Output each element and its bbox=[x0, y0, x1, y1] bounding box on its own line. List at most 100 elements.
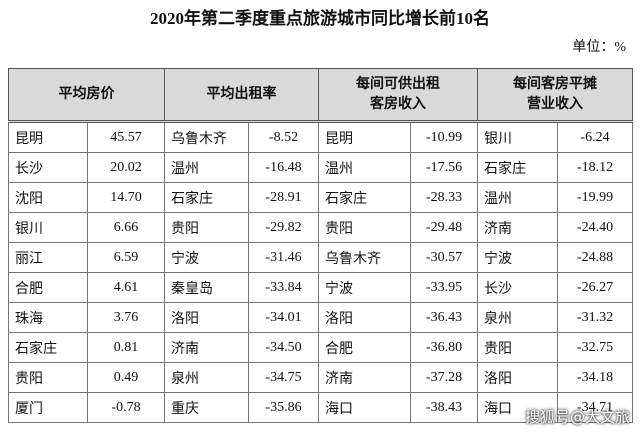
city-cell: 珠海 bbox=[8, 302, 88, 333]
value-cell: -34.50 bbox=[248, 332, 319, 363]
value-cell: -34.75 bbox=[248, 362, 319, 393]
value-cell: -34.18 bbox=[557, 362, 633, 393]
value-cell: -0.78 bbox=[87, 392, 165, 423]
header-row: 平均房价 平均出租率 每间可供出租 客房收入 每间客房平摊 营业收入 bbox=[8, 68, 633, 123]
value-cell: -29.48 bbox=[410, 212, 478, 243]
value-cell: -6.24 bbox=[557, 121, 633, 153]
value-cell: -31.46 bbox=[248, 242, 319, 273]
city-cell: 洛阳 bbox=[477, 362, 558, 393]
unit-label: 单位：% bbox=[572, 40, 626, 55]
table-row: 银川 6.66 贵阳 -29.82 贵阳 -29.48 济南 -24.40 bbox=[8, 212, 633, 243]
city-cell: 石家庄 bbox=[8, 332, 88, 363]
value-cell: -24.40 bbox=[557, 212, 633, 243]
city-cell: 海口 bbox=[477, 392, 558, 423]
header-line: 每间客房平摊 bbox=[513, 76, 597, 92]
value-cell: 6.59 bbox=[87, 242, 165, 273]
watermark: 搜狐号@大文旅 bbox=[524, 408, 630, 426]
header-line: 每间可供出租 bbox=[356, 76, 440, 92]
city-cell: 济南 bbox=[318, 362, 411, 393]
value-cell: -31.32 bbox=[557, 302, 633, 333]
city-cell: 乌鲁木齐 bbox=[318, 242, 411, 273]
table-row: 厦门 -0.78 重庆 -35.86 海口 -38.43 海口 -34.71 bbox=[8, 392, 633, 423]
city-cell: 洛阳 bbox=[318, 302, 411, 333]
city-cell: 贵阳 bbox=[318, 212, 411, 243]
city-cell: 洛阳 bbox=[164, 302, 249, 333]
city-cell: 温州 bbox=[318, 152, 411, 183]
city-cell: 合肥 bbox=[8, 272, 88, 303]
city-cell: 昆明 bbox=[8, 121, 88, 153]
value-cell: -26.27 bbox=[557, 272, 633, 303]
title: 2020年第二季度重点旅游城市同比增长前10名 bbox=[150, 9, 490, 28]
table-row: 丽江 6.59 宁波 -31.46 乌鲁木齐 -30.57 宁波 -24.88 bbox=[8, 242, 633, 273]
value-cell: 3.76 bbox=[87, 302, 165, 333]
city-cell: 贵阳 bbox=[8, 362, 88, 393]
table-row: 沈阳 14.70 石家庄 -28.91 石家庄 -28.33 温州 -19.99 bbox=[8, 182, 633, 213]
value-cell: -28.91 bbox=[248, 182, 319, 213]
city-cell: 石家庄 bbox=[164, 182, 249, 213]
city-cell: 乌鲁木齐 bbox=[164, 121, 249, 153]
city-cell: 重庆 bbox=[164, 392, 249, 423]
city-cell: 泉州 bbox=[164, 362, 249, 393]
table-row: 石家庄 0.81 济南 -34.50 合肥 -36.80 贵阳 -32.75 bbox=[8, 332, 633, 363]
city-cell: 丽江 bbox=[8, 242, 88, 273]
value-cell: -30.57 bbox=[410, 242, 478, 273]
header-line: 平均房价 bbox=[58, 86, 115, 102]
column-header: 每间可供出租 客房收入 bbox=[318, 68, 478, 123]
city-cell: 长沙 bbox=[477, 272, 558, 303]
city-cell: 温州 bbox=[477, 182, 558, 213]
header-line: 客房收入 bbox=[370, 96, 426, 112]
value-cell: -28.33 bbox=[410, 182, 478, 213]
column-header: 每间客房平摊 营业收入 bbox=[477, 68, 633, 123]
data-table: 平均房价 平均出租率 每间可供出租 客房收入 每间客房平摊 营业收入 昆明 45.57 乌鲁木… bbox=[8, 68, 633, 423]
city-cell: 海口 bbox=[318, 392, 411, 423]
city-cell: 宁波 bbox=[477, 242, 558, 273]
city-cell: 宁波 bbox=[164, 242, 249, 273]
city-cell: 秦皇岛 bbox=[164, 272, 249, 303]
column-header: 平均出租率 bbox=[164, 68, 319, 123]
header-line: 营业收入 bbox=[527, 96, 583, 112]
value-cell: -10.99 bbox=[410, 121, 478, 153]
table-body: 昆明 45.57 乌鲁木齐 -8.52 昆明 -10.99 银川 -6.24 长沙 20.02 温州… bbox=[8, 121, 633, 423]
value-cell: 45.57 bbox=[87, 121, 165, 153]
value-cell: -17.56 bbox=[410, 152, 478, 183]
value-cell: 14.70 bbox=[87, 182, 165, 213]
value-cell: -16.48 bbox=[248, 152, 319, 183]
city-cell: 石家庄 bbox=[318, 182, 411, 213]
city-cell: 厦门 bbox=[8, 392, 88, 423]
value-cell: -34.71 bbox=[557, 392, 633, 423]
value-cell: -33.95 bbox=[410, 272, 478, 303]
column-header: 平均房价 bbox=[8, 68, 165, 123]
value-cell: 20.02 bbox=[87, 152, 165, 183]
city-cell: 贵阳 bbox=[477, 332, 558, 363]
city-cell: 温州 bbox=[164, 152, 249, 183]
value-cell: -35.86 bbox=[248, 392, 319, 423]
value-cell: -36.80 bbox=[410, 332, 478, 363]
table-row: 昆明 45.57 乌鲁木齐 -8.52 昆明 -10.99 银川 -6.24 bbox=[8, 121, 633, 153]
value-cell: -24.88 bbox=[557, 242, 633, 273]
value-cell: 0.49 bbox=[87, 362, 165, 393]
city-cell: 泉州 bbox=[477, 302, 558, 333]
table-row: 长沙 20.02 温州 -16.48 温州 -17.56 石家庄 -18.12 bbox=[8, 152, 633, 183]
city-cell: 沈阳 bbox=[8, 182, 88, 213]
city-cell: 济南 bbox=[477, 212, 558, 243]
value-cell: -19.99 bbox=[557, 182, 633, 213]
table-row: 珠海 3.76 洛阳 -34.01 洛阳 -36.43 泉州 -31.32 bbox=[8, 302, 633, 333]
value-cell: -8.52 bbox=[248, 121, 319, 153]
value-cell: -33.84 bbox=[248, 272, 319, 303]
value-cell: 0.81 bbox=[87, 332, 165, 363]
value-cell: -18.12 bbox=[557, 152, 633, 183]
city-cell: 济南 bbox=[164, 332, 249, 363]
city-cell: 银川 bbox=[8, 212, 88, 243]
city-cell: 银川 bbox=[477, 121, 558, 153]
city-cell: 合肥 bbox=[318, 332, 411, 363]
value-cell: -36.43 bbox=[410, 302, 478, 333]
value-cell: -37.28 bbox=[410, 362, 478, 393]
value-cell: -38.43 bbox=[410, 392, 478, 423]
city-cell: 宁波 bbox=[318, 272, 411, 303]
value-cell: -32.75 bbox=[557, 332, 633, 363]
city-cell: 昆明 bbox=[318, 121, 411, 153]
table-row: 贵阳 0.49 泉州 -34.75 济南 -37.28 洛阳 -34.18 bbox=[8, 362, 633, 393]
value-cell: -34.01 bbox=[248, 302, 319, 333]
table-row: 合肥 4.61 秦皇岛 -33.84 宁波 -33.95 长沙 -26.27 bbox=[8, 272, 633, 303]
